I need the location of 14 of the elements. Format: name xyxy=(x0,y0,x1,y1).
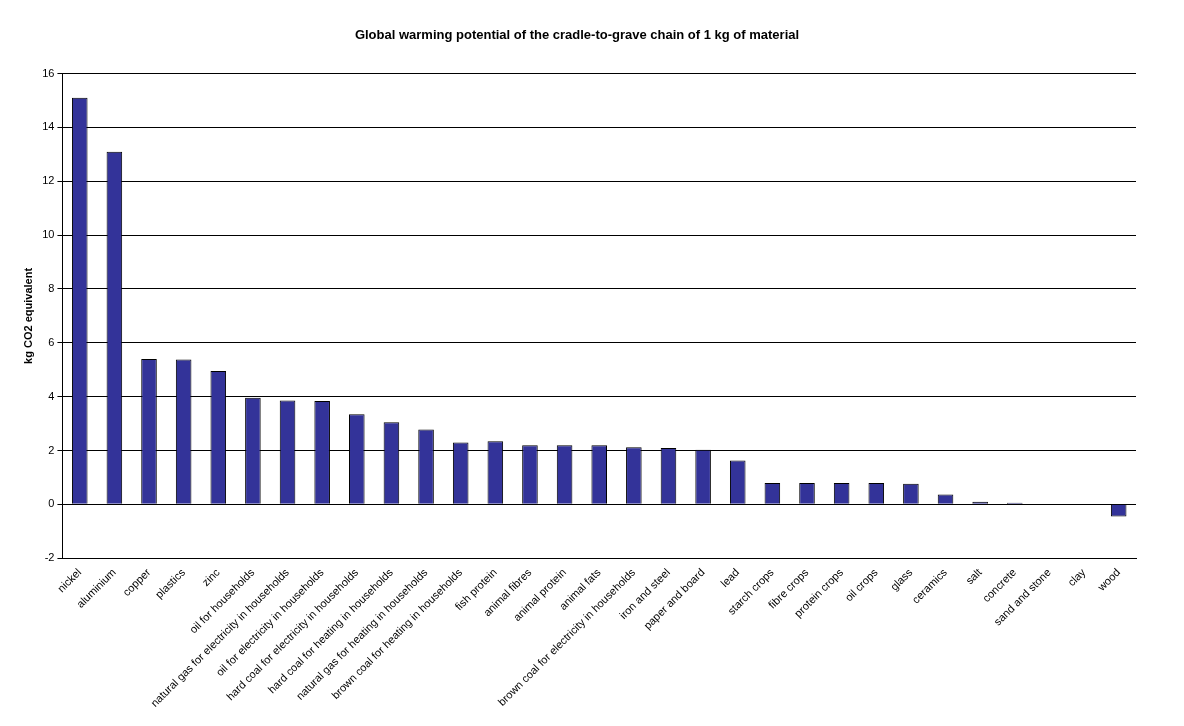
y-tick-label: -2 xyxy=(44,551,55,564)
chart-title: Global warming potential of the cradle-to-grave chain of 1 kg of material xyxy=(354,27,800,43)
y-tick-label: 14 xyxy=(42,120,55,133)
y-tick-label: 2 xyxy=(48,443,55,456)
x-tick-label: salt xyxy=(963,565,984,587)
x-tick-label: clay xyxy=(1065,565,1088,589)
y-axis-title: kg CO2 equivalent xyxy=(21,267,34,364)
y-tick-label: 6 xyxy=(48,335,55,348)
y-tick-label: 12 xyxy=(42,174,55,187)
y-tick-label: 4 xyxy=(48,389,55,402)
y-tick-label: 10 xyxy=(42,228,55,241)
y-tick-label: 16 xyxy=(42,66,55,79)
y-tick-label: 0 xyxy=(48,497,55,510)
y-tick-label: 8 xyxy=(48,282,55,295)
